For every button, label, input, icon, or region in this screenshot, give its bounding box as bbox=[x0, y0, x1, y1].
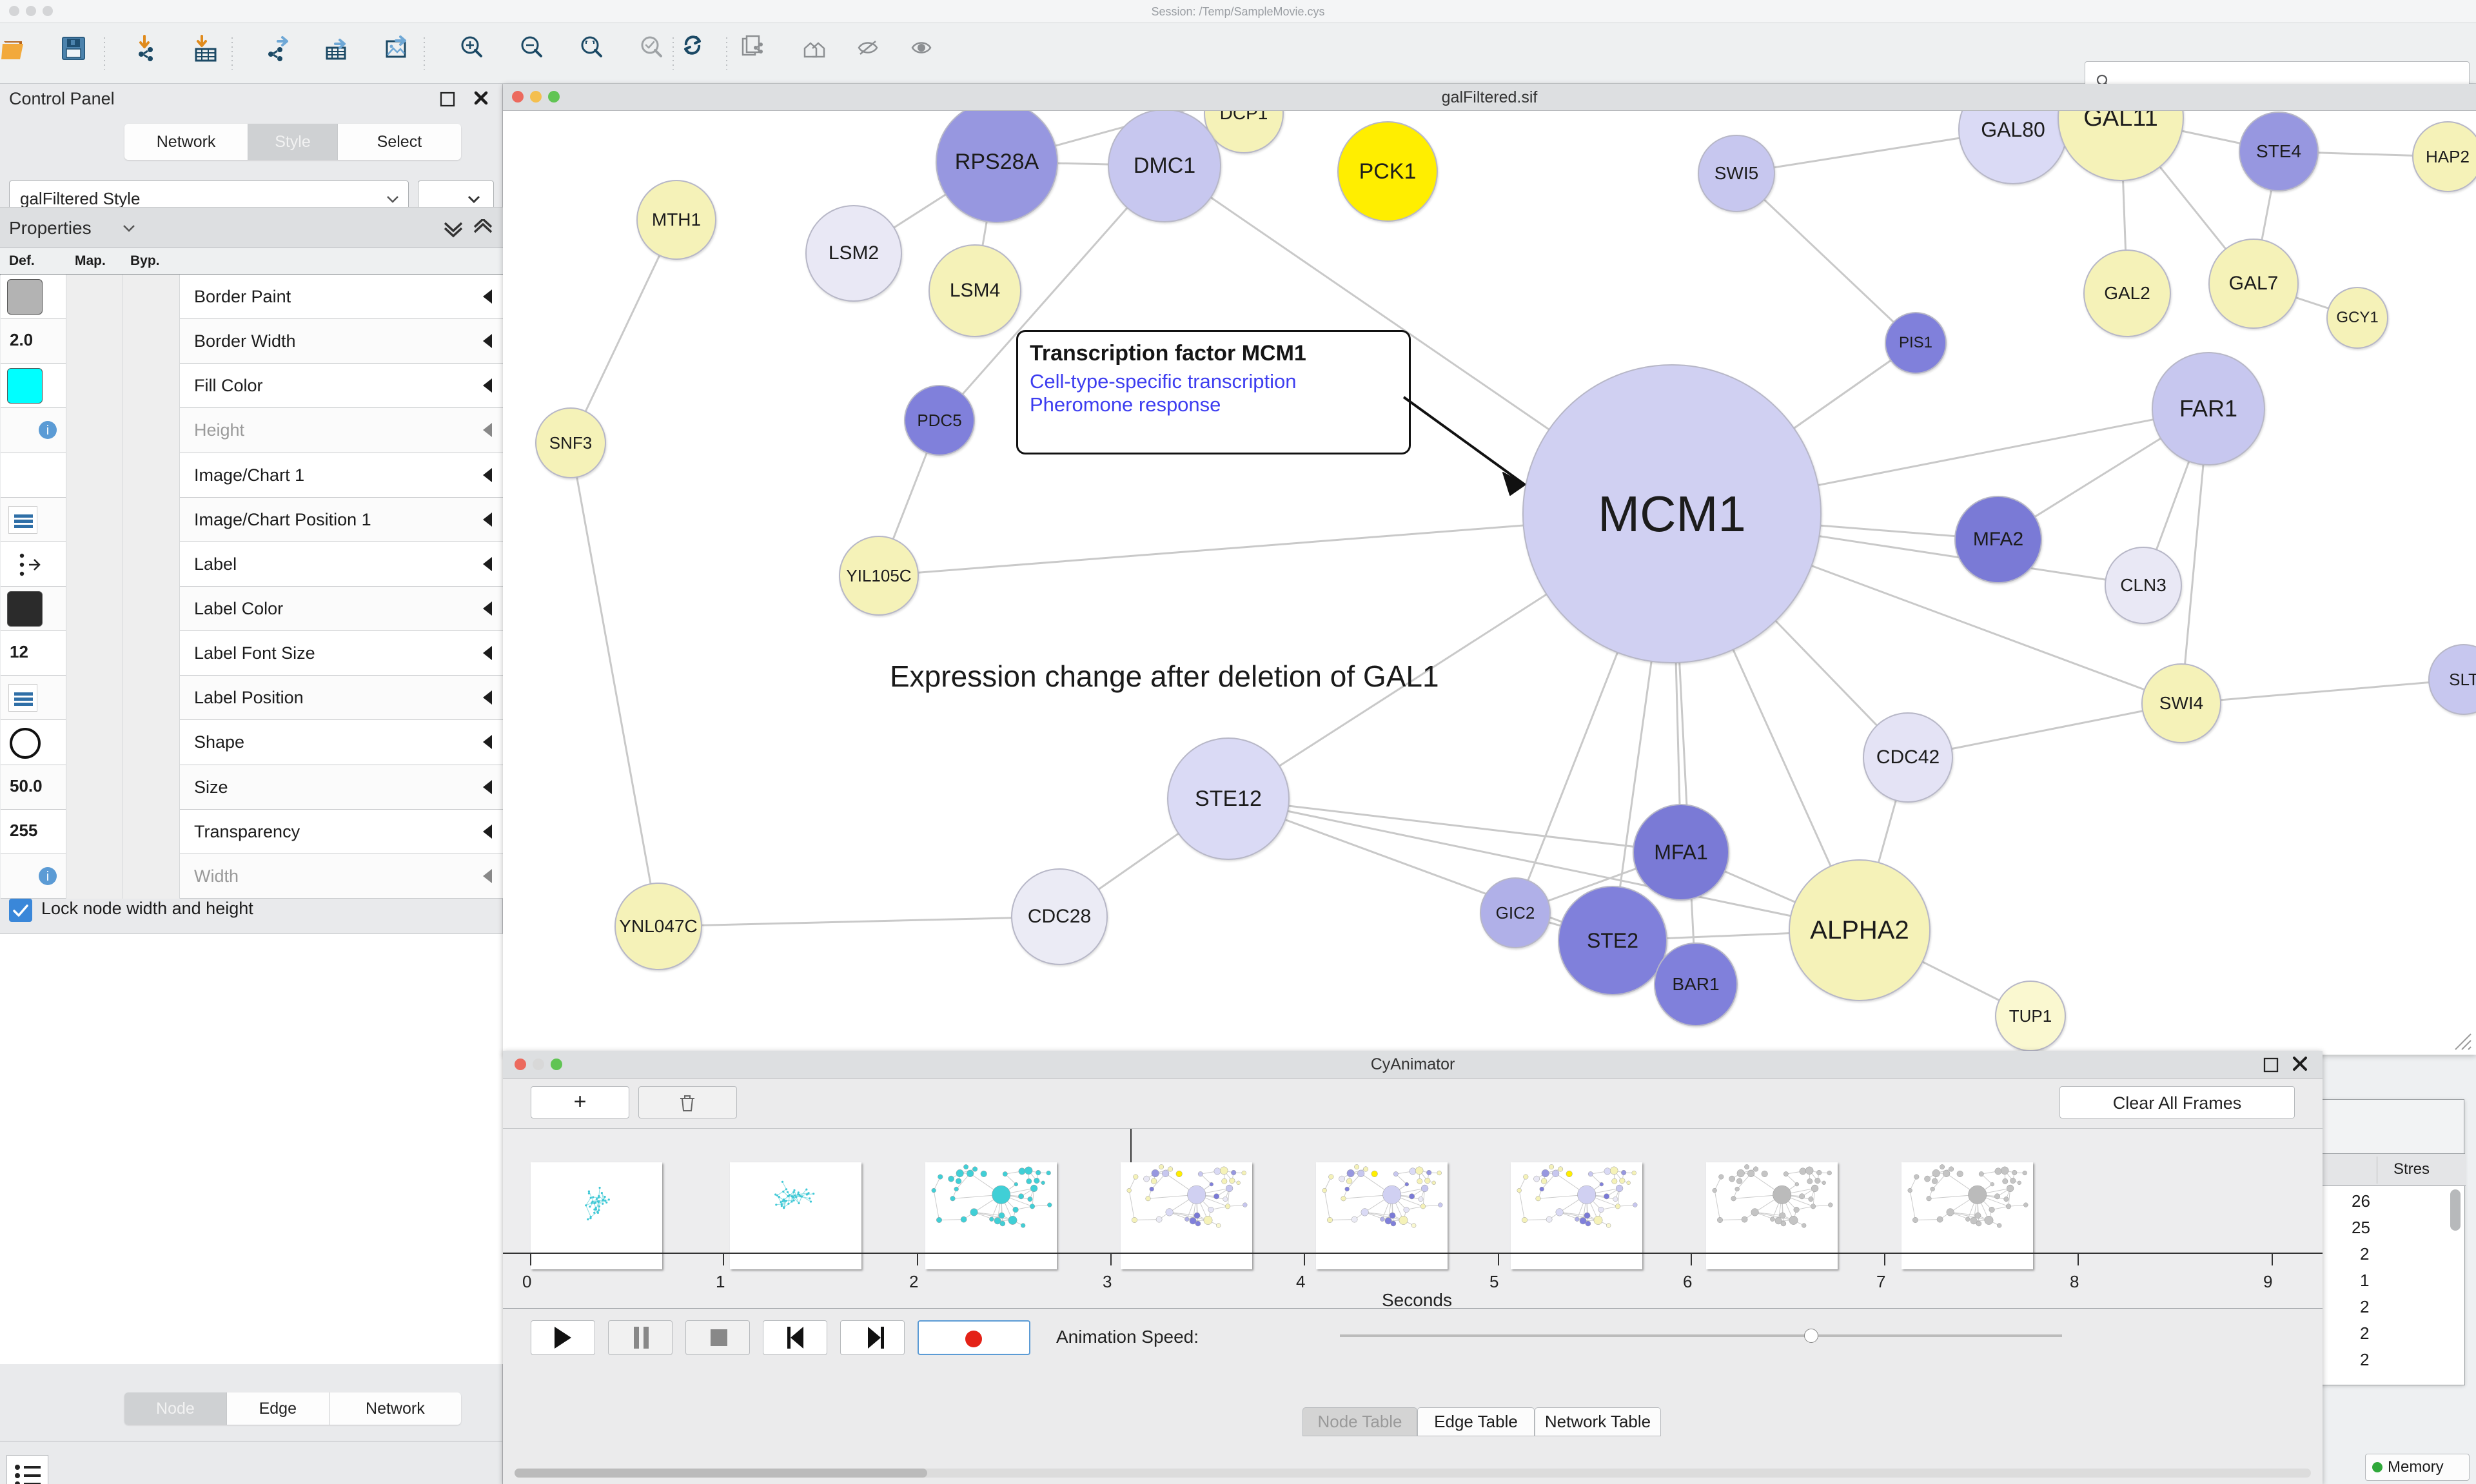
svg-text:i: i bbox=[46, 870, 49, 884]
svg-text:i: i bbox=[46, 424, 49, 438]
